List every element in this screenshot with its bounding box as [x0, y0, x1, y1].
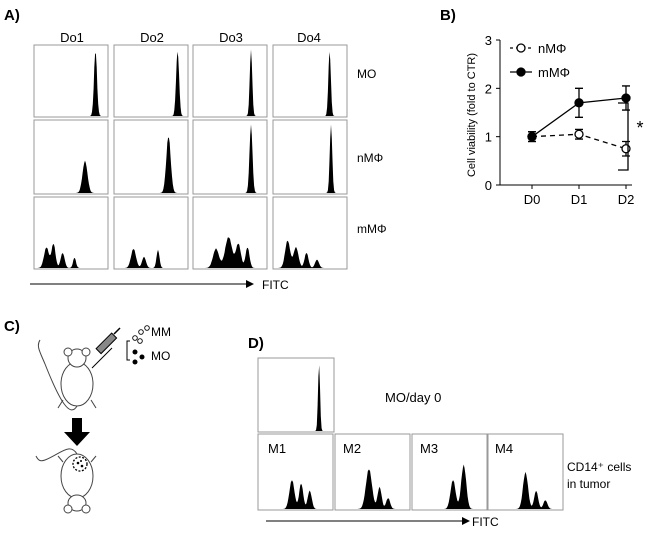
histogram-mo-do3 — [195, 49, 265, 116]
histogram-m1 — [260, 480, 331, 509]
injection-bracket — [126, 340, 130, 361]
box-label-m1: M1 — [268, 441, 286, 456]
y-tick-label: 0 — [485, 178, 492, 193]
column-header-do3: Do3 — [219, 30, 243, 45]
panel-b-line-chart: 0 1 2 3 D0 D1 D2 nMΦ mMΦ — [485, 33, 635, 207]
panel-d-histograms — [257, 357, 564, 511]
histogram-mo-do2 — [116, 51, 186, 116]
histogram-nmphi-do3 — [195, 124, 265, 193]
mouse-top-illustration — [37, 339, 97, 411]
legend-label: mMΦ — [538, 65, 570, 80]
x-tick-label: D2 — [618, 192, 635, 207]
histogram-m3 — [414, 464, 485, 509]
histogram-box-mo-day0 — [257, 357, 335, 433]
legend-marker — [516, 67, 526, 77]
histogram-mmphi-do2 — [116, 249, 186, 268]
data-point — [574, 98, 584, 108]
histogram-mmphi-do4 — [275, 240, 345, 268]
panel-d-label: D) — [248, 335, 264, 352]
panel-c-label: C) — [4, 318, 20, 335]
histogram-box-nmphi-do1 — [33, 119, 109, 195]
histogram-box-mo-do4 — [272, 44, 348, 118]
data-point — [621, 144, 631, 154]
row-label-mo: MO — [357, 67, 376, 81]
y-tick-label: 1 — [485, 130, 492, 145]
histogram-nmphi-do4 — [275, 124, 345, 193]
histogram-box-mo-do3 — [192, 44, 268, 118]
cell-label-line2: in tumor — [567, 477, 610, 491]
histogram-nmphi-do1 — [36, 160, 106, 193]
box-label-m4: M4 — [495, 441, 513, 456]
cell-label-line1: CD14⁺ cells — [567, 460, 631, 474]
histogram-box-nmphi-do2 — [113, 119, 189, 195]
panel-d-top-label: MO/day 0 — [385, 390, 441, 405]
column-header-do4: Do4 — [297, 30, 321, 45]
histogram-mo-do4 — [275, 51, 345, 116]
histogram-mmphi-do3 — [195, 237, 265, 268]
panel-d-axis-label: FITC — [472, 515, 499, 529]
injection-label-mm: MM — [151, 325, 171, 339]
significance-bracket — [618, 102, 629, 171]
legend-label: nMΦ — [538, 41, 566, 56]
mo-cells-filled-dots — [132, 349, 145, 365]
x-tick-label: D1 — [571, 192, 588, 207]
row-label-mmphi: mMΦ — [357, 222, 387, 236]
histogram-mmphi-do1 — [36, 244, 106, 268]
panel-c-mouse-diagram: MM MO — [35, 325, 171, 514]
y-tick-label: 3 — [485, 33, 492, 48]
histogram-m4 — [490, 471, 561, 509]
legend-marker — [516, 43, 526, 53]
chart-y-axis-label: Cell viability (fold to CTR) — [466, 53, 478, 177]
panel-a-axis-label: FITC — [262, 278, 289, 292]
row-label-nmphi: nMΦ — [357, 151, 383, 165]
histogram-box-m3 — [411, 433, 488, 511]
histogram-box-m1 — [257, 433, 334, 511]
panel-a-histogram-grid — [33, 44, 348, 270]
box-label-m2: M2 — [343, 441, 361, 456]
mm-cells-open-dots — [132, 325, 150, 344]
histogram-m2 — [337, 469, 408, 509]
histogram-box-nmphi-do4 — [272, 119, 348, 195]
x-tick-label: D0 — [524, 192, 541, 207]
y-tick-label: 2 — [485, 81, 492, 96]
panel-b-label: B) — [440, 7, 456, 24]
data-point — [574, 129, 584, 139]
box-label-m3: M3 — [420, 441, 438, 456]
significance-star: * — [636, 118, 643, 138]
panel-a-fitc-arrow — [30, 280, 254, 288]
mouse-bottom-illustration — [35, 448, 97, 514]
data-point — [527, 132, 537, 142]
panel-d-fitc-arrow — [266, 517, 470, 525]
data-point — [621, 93, 631, 103]
injection-label-mo: MO — [151, 349, 170, 363]
histogram-box-nmphi-do3 — [192, 119, 268, 195]
column-header-do1: Do1 — [60, 30, 84, 45]
panel-a-column-headers: Do1 Do2 Do3 Do4 — [60, 30, 321, 45]
panel-a-label: A) — [4, 7, 20, 24]
histogram-box-mmphi-do2 — [113, 196, 189, 270]
column-header-do2: Do2 — [140, 30, 164, 45]
histogram-nmphi-do2 — [116, 137, 186, 193]
syringe-icon — [91, 327, 121, 369]
down-arrow-icon — [64, 418, 90, 446]
tumor-icon — [72, 456, 88, 472]
